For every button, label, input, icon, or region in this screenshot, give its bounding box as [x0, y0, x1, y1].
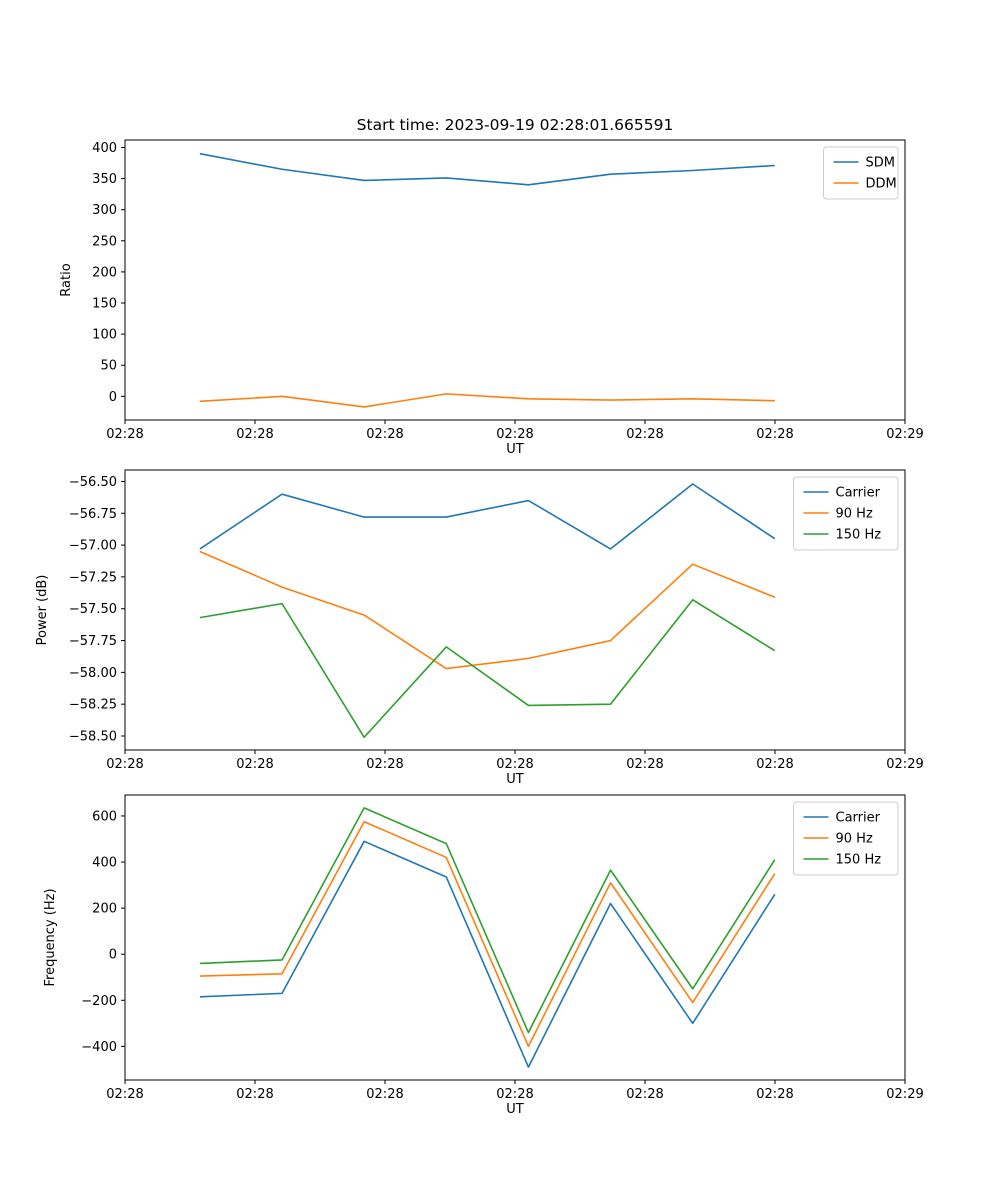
y-tick-label: −57.75: [69, 634, 117, 649]
y-tick-label: 600: [92, 809, 117, 824]
y-tick-label: 0: [109, 948, 117, 963]
y-tick-label: −57.25: [69, 570, 117, 585]
y-tick-label: 200: [92, 902, 117, 917]
x-tick-label: 02:28: [496, 427, 533, 442]
series-line-150-hz: [199, 599, 776, 739]
legend: SDM DDM: [823, 146, 899, 200]
y-tick-label: −56.50: [69, 475, 117, 490]
legend-box: [793, 801, 899, 876]
chart-2: −400 −200 0 200 400 600 02:28 02:28 02:28 02:28 02…: [43, 794, 924, 1117]
legend-label-sdm: SDM: [866, 156, 895, 171]
x-tick-label: 02:28: [756, 1087, 793, 1102]
y-tick-label: 350: [92, 172, 117, 187]
legend-label-90-hz: 90 Hz: [836, 507, 873, 522]
x-axis-label: UT: [506, 772, 524, 787]
x-tick-label: 02:28: [626, 427, 663, 442]
x-tick-label: 02:28: [236, 427, 273, 442]
y-tick-label: −57.50: [69, 602, 117, 617]
legend-label-carrier: Carrier: [836, 486, 881, 501]
plot-border: [124, 139, 906, 421]
y-tick-label: −57.00: [69, 539, 117, 554]
legend-label-150-hz: 150 Hz: [836, 528, 882, 543]
chart-1: −56.50 −56.75 −57.00 −57.25 −57.50 −57.75 −58.…: [35, 469, 924, 787]
series-line-90-hz: [199, 820, 776, 1048]
y-tick-label: 400: [92, 141, 117, 156]
series-line-90-hz: [199, 550, 776, 670]
x-tick-label: 02:28: [366, 1087, 403, 1102]
y-tick-label: 250: [92, 234, 117, 249]
x-tick-label: 02:28: [496, 757, 533, 772]
y-tick-label: −200: [81, 994, 117, 1009]
series-line-sdm: [199, 152, 775, 186]
legend-label-90-hz: 90 Hz: [836, 832, 873, 847]
x-tick-label: 02:28: [106, 757, 143, 772]
y-tick-label: 150: [92, 297, 117, 312]
series-line-150-hz: [199, 807, 776, 1034]
x-tick-label: 02:28: [236, 1087, 273, 1102]
y-tick-label: −58.00: [69, 666, 117, 681]
legend: Carrier 90 Hz 150 Hz: [793, 801, 899, 876]
chart-0: Start time: 2023-09-19 02:28:01.665591 0 5…: [59, 116, 924, 457]
y-tick-label: −58.25: [69, 698, 117, 713]
x-tick-label: 02:28: [366, 427, 403, 442]
x-tick-label: 02:28: [366, 757, 403, 772]
legend-label-150-hz: 150 Hz: [836, 853, 882, 868]
legend-label-ddm: DDM: [866, 177, 897, 192]
x-axis-label: UT: [506, 442, 524, 457]
chart-title: Start time: 2023-09-19 02:28:01.665591: [357, 116, 674, 134]
x-tick-label: 02:29: [886, 427, 923, 442]
x-tick-label: 02:28: [626, 1087, 663, 1102]
y-tick-label: 50: [100, 359, 117, 374]
x-tick-label: 02:28: [756, 757, 793, 772]
y-tick-label: −400: [81, 1040, 117, 1055]
series-line-carrier: [199, 840, 776, 1068]
series-line-ddm: [199, 393, 775, 408]
series-line-carrier: [199, 483, 776, 550]
x-tick-label: 02:28: [496, 1087, 533, 1102]
y-tick-label: 200: [92, 265, 117, 280]
y-axis-label: Frequency (Hz): [43, 888, 58, 986]
x-axis-label: UT: [506, 1102, 524, 1117]
y-tick-label: −56.75: [69, 507, 117, 522]
y-axis-label: Ratio: [59, 263, 74, 296]
legend: Carrier 90 Hz 150 Hz: [793, 476, 899, 551]
x-tick-label: 02:28: [106, 1087, 143, 1102]
y-tick-label: 400: [92, 856, 117, 871]
legend-box: [823, 146, 899, 200]
x-tick-label: 02:28: [106, 427, 143, 442]
y-tick-label: 0: [109, 390, 117, 405]
y-tick-label: 100: [92, 328, 117, 343]
x-tick-label: 02:29: [886, 757, 923, 772]
x-tick-label: 02:28: [236, 757, 273, 772]
legend-box: [793, 476, 899, 551]
y-tick-label: −58.50: [69, 730, 117, 745]
legend-label-carrier: Carrier: [836, 811, 881, 826]
x-tick-label: 02:28: [626, 757, 663, 772]
y-tick-label: 300: [92, 203, 117, 218]
x-tick-label: 02:29: [886, 1087, 923, 1102]
y-axis-label: Power (dB): [35, 575, 50, 646]
x-tick-label: 02:28: [756, 427, 793, 442]
